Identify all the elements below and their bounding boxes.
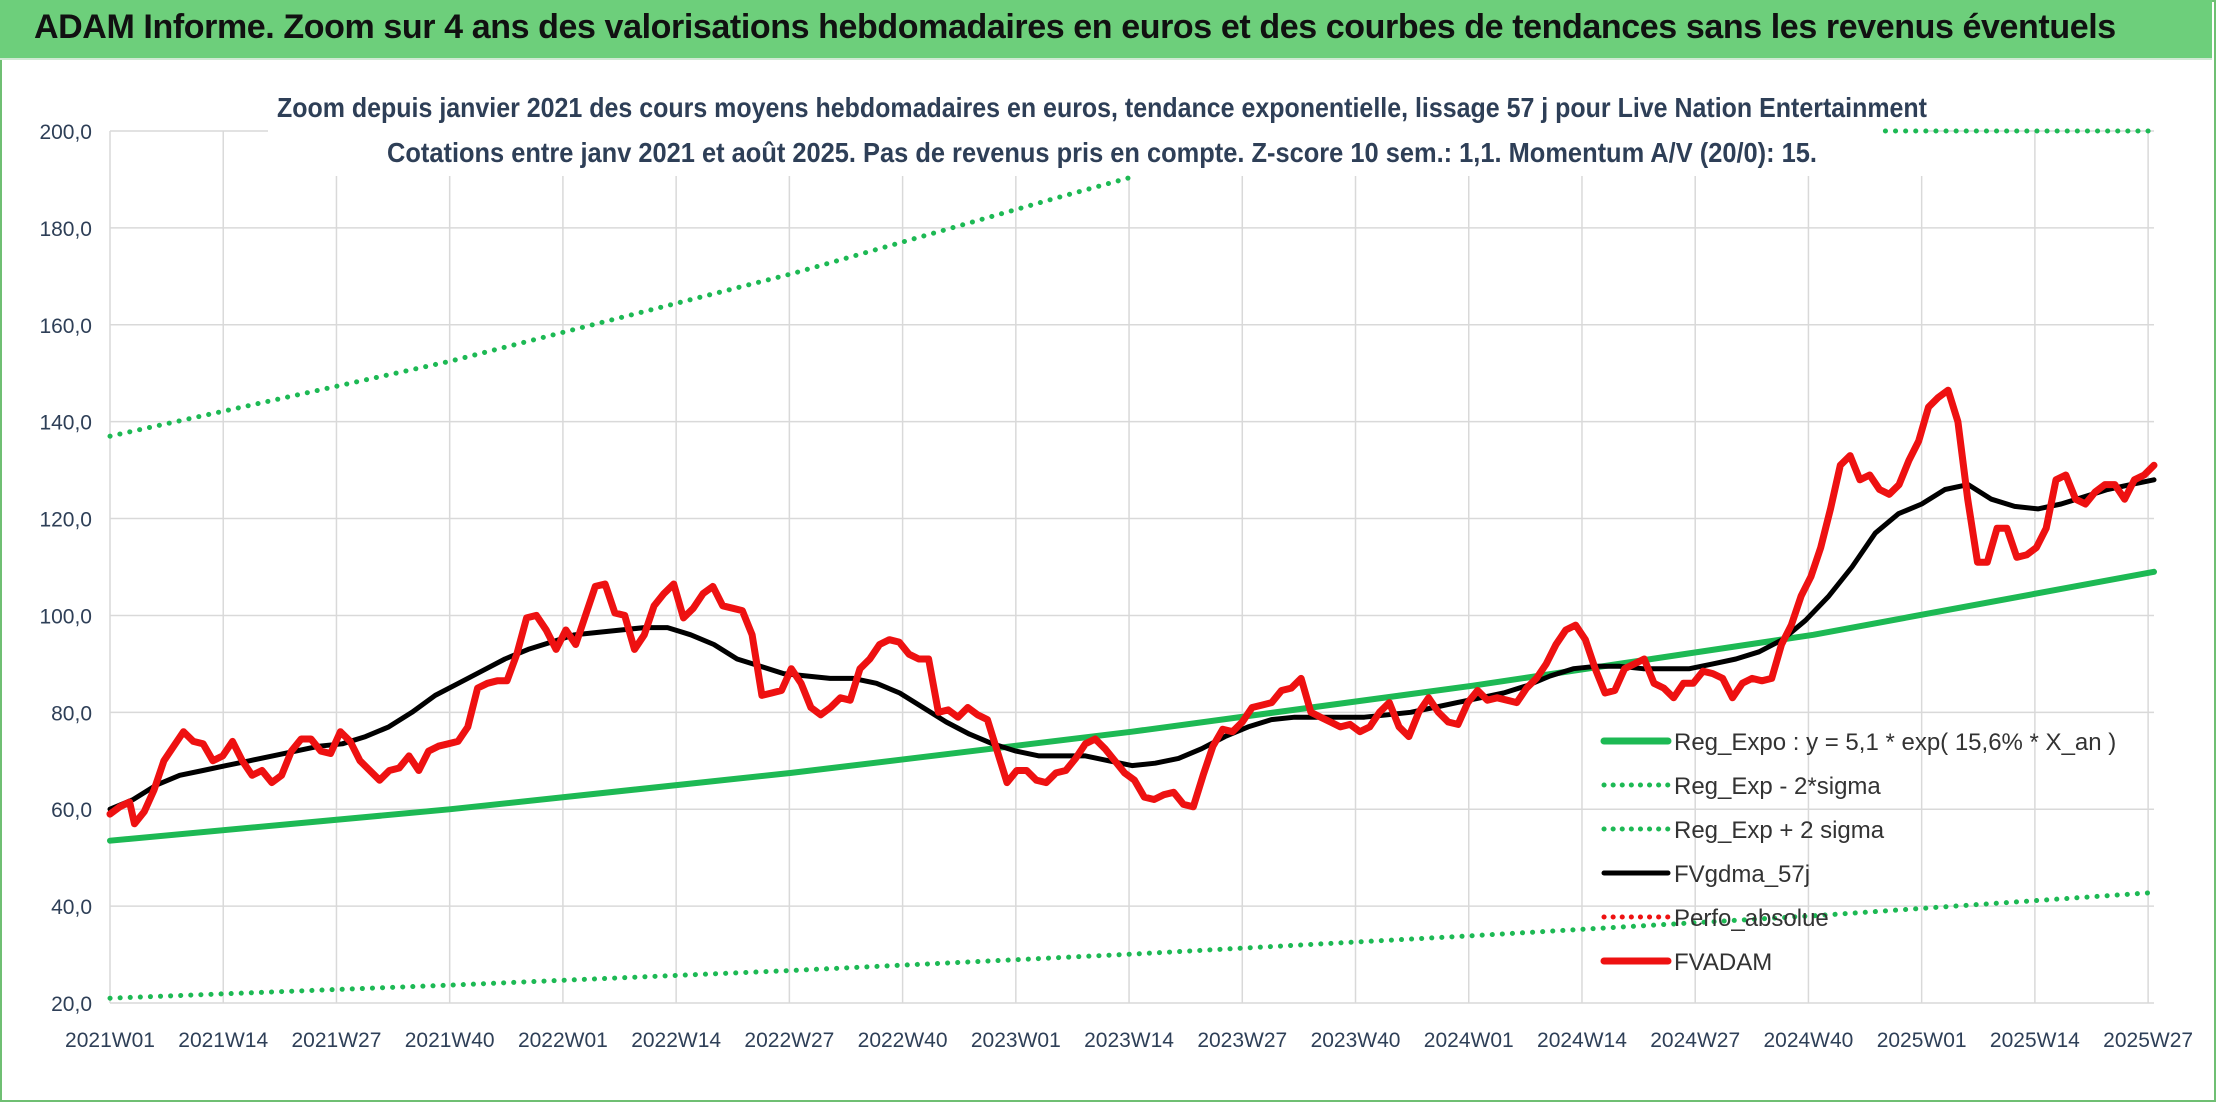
x-tick-label: 2022W40 bbox=[858, 1029, 948, 1052]
chart-title-line2: Cotations entre janv 2021 et août 2025. … bbox=[387, 137, 1817, 168]
title-backdrop bbox=[268, 88, 1928, 176]
legend-label: Reg_Expo : y = 5,1 * exp( 15,6% * X_an ) bbox=[1674, 729, 2116, 756]
x-tick-label: 2023W40 bbox=[1311, 1029, 1401, 1052]
x-tick-label: 2025W14 bbox=[1990, 1029, 2080, 1052]
x-tick-label: 2024W14 bbox=[1537, 1029, 1627, 1052]
x-tick-label: 2024W40 bbox=[1763, 1029, 1853, 1052]
x-tick-label: 2022W14 bbox=[631, 1029, 721, 1052]
y-tick-label: 200,0 bbox=[39, 121, 92, 144]
series-0-line bbox=[107, 568, 2157, 844]
report-banner: ADAM Informe. Zoom sur 4 ans des valoris… bbox=[0, 0, 2212, 60]
x-tick-label: 2021W40 bbox=[405, 1029, 495, 1052]
series-3-line bbox=[107, 477, 2157, 812]
report-title: ADAM Informe. Zoom sur 4 ans des valoris… bbox=[34, 8, 2116, 46]
y-tick-label: 20,0 bbox=[51, 993, 92, 1016]
y-tick-label: 40,0 bbox=[51, 896, 92, 919]
x-tick-label: 2025W01 bbox=[1877, 1029, 1967, 1052]
legend-label: Perfo_absolue bbox=[1674, 905, 1829, 932]
x-tick-label: 2024W01 bbox=[1424, 1029, 1514, 1052]
legend-label: FVgdma_57j bbox=[1674, 861, 1810, 888]
y-tick-label: 120,0 bbox=[39, 509, 92, 532]
y-tick-label: 160,0 bbox=[39, 315, 92, 338]
chart-title-line1: Zoom depuis janvier 2021 des cours moyen… bbox=[277, 92, 1927, 123]
series-1-line bbox=[107, 890, 2157, 1001]
x-tick-label: 2021W27 bbox=[292, 1029, 382, 1052]
x-tick-label: 2023W01 bbox=[971, 1029, 1061, 1052]
x-tick-label: 2025W27 bbox=[2103, 1029, 2193, 1052]
y-tick-label: 100,0 bbox=[39, 605, 92, 628]
y-tick-label: 140,0 bbox=[39, 412, 92, 435]
legend-label: FVADAM bbox=[1674, 949, 1772, 976]
y-tick-label: 80,0 bbox=[51, 702, 92, 725]
y-tick-label: 60,0 bbox=[51, 799, 92, 822]
series-5-line bbox=[106, 386, 2158, 828]
legend-label: Reg_Exp - 2*sigma bbox=[1674, 773, 1881, 800]
x-tick-label: 2023W27 bbox=[1197, 1029, 1287, 1052]
series-2-line bbox=[107, 174, 1135, 439]
legend-label: Reg_Exp + 2 sigma bbox=[1674, 817, 1885, 844]
x-tick-label: 2021W14 bbox=[178, 1029, 268, 1052]
y-tick-label: 180,0 bbox=[39, 218, 92, 241]
x-tick-label: 2024W27 bbox=[1650, 1029, 1740, 1052]
x-tick-label: 2022W01 bbox=[518, 1029, 608, 1052]
x-tick-label: 2023W14 bbox=[1084, 1029, 1174, 1052]
x-tick-label: 2021W01 bbox=[65, 1029, 155, 1052]
x-tick-label: 2022W27 bbox=[744, 1029, 834, 1052]
